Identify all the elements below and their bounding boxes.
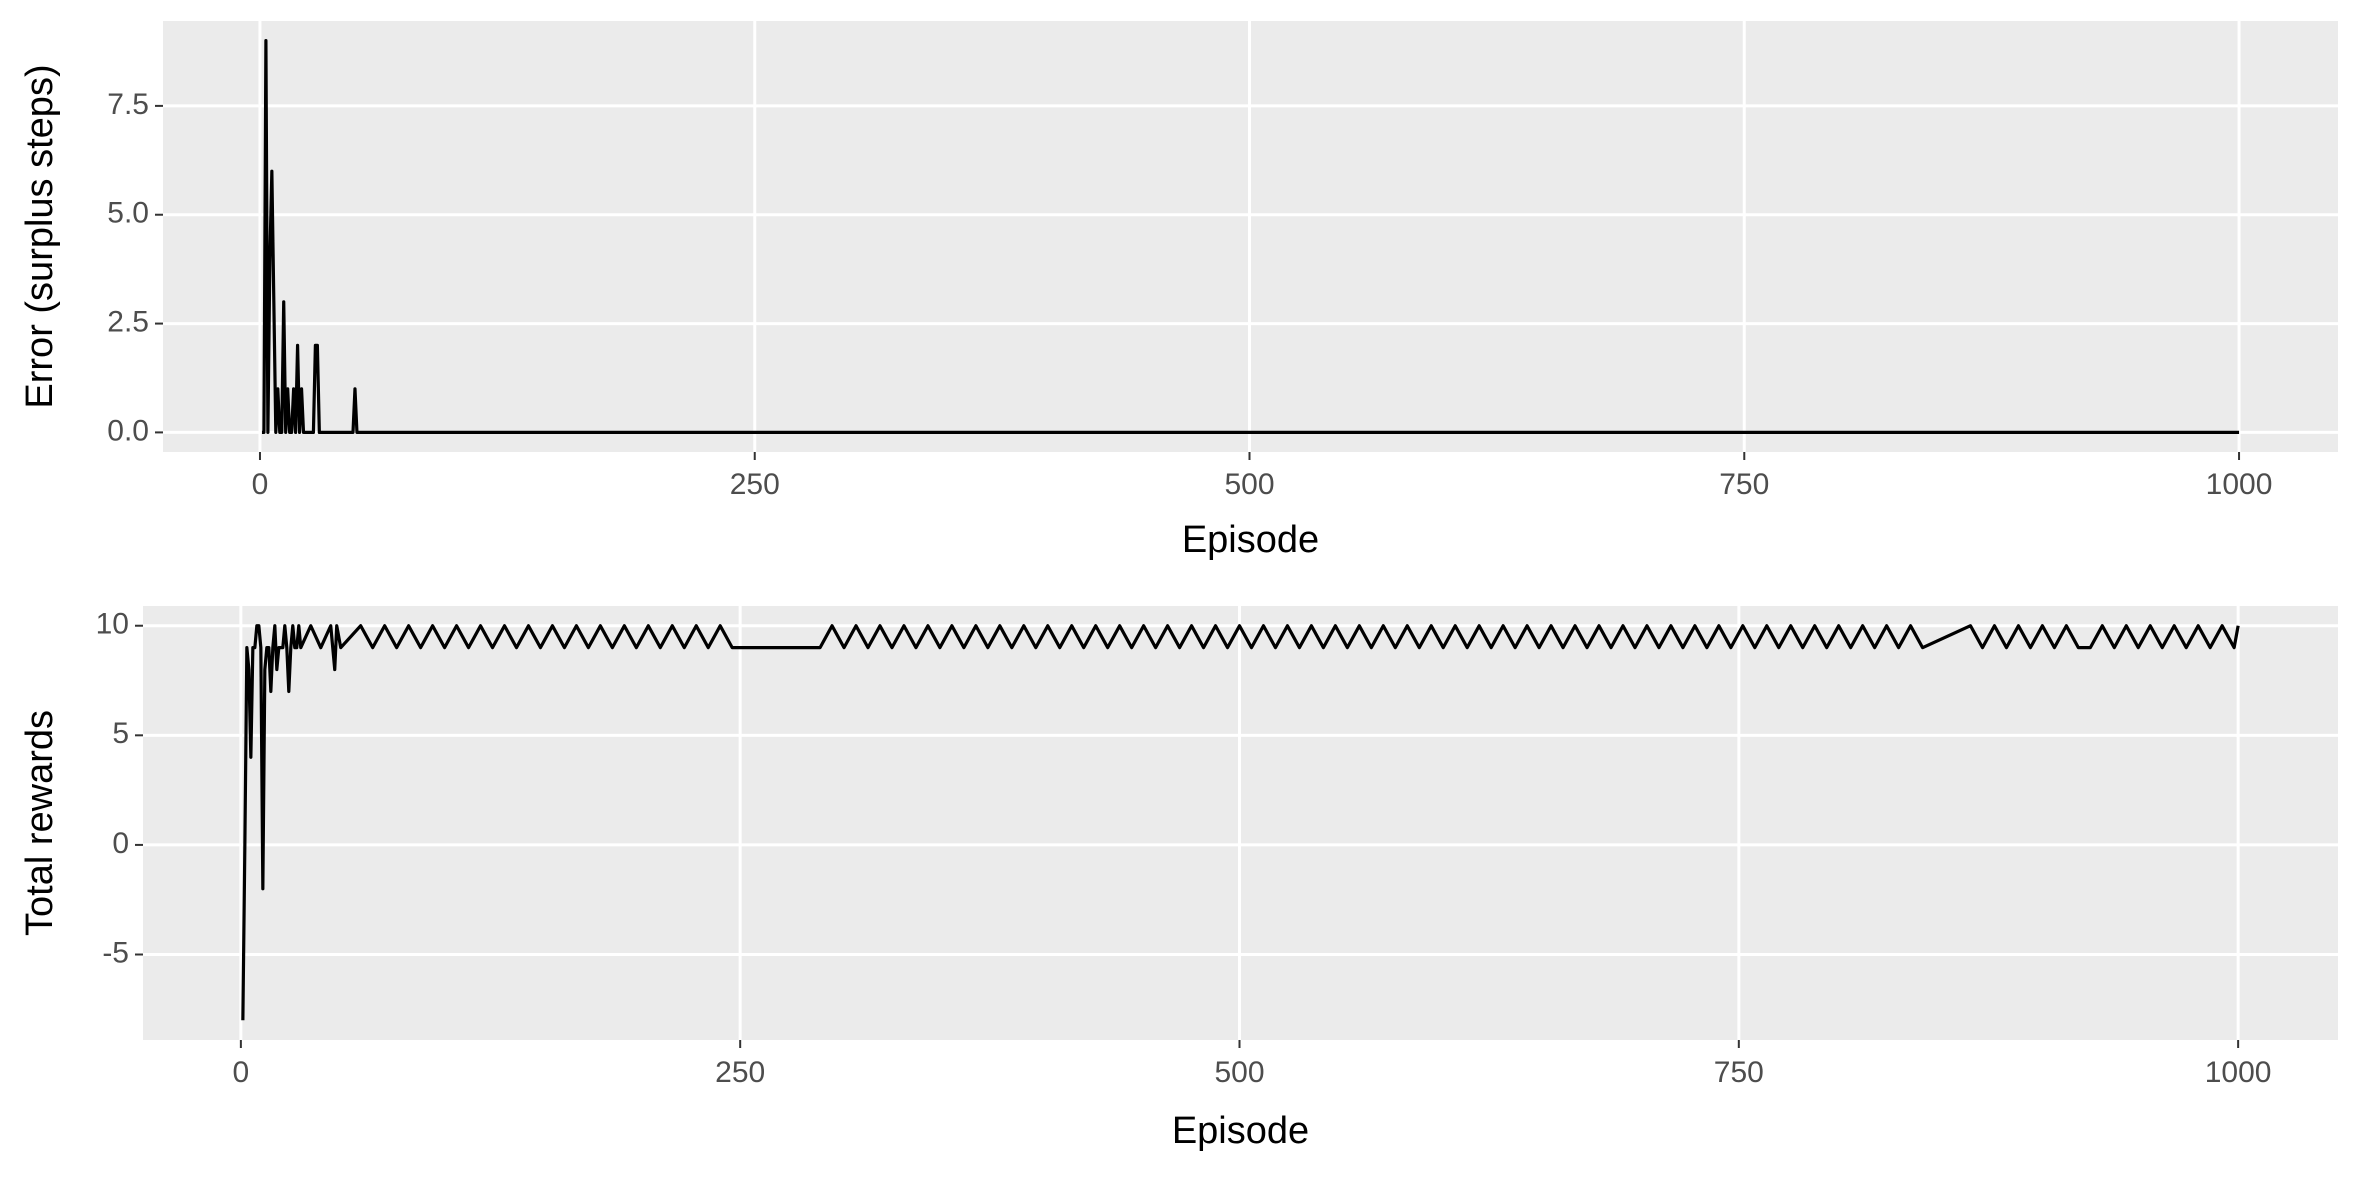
x-tick-label: 0 — [252, 468, 269, 501]
x-tick-label: 750 — [1719, 468, 1769, 501]
y-tick-label: 5 — [112, 717, 129, 750]
y-axis-title: Error (surplus steps) — [19, 64, 61, 408]
y-tick-label: 10 — [96, 608, 129, 641]
data-line — [261, 38, 2240, 435]
data-line — [241, 624, 2240, 1021]
y-tick-label: 0 — [112, 827, 129, 860]
x-tick-label: 0 — [233, 1056, 250, 1089]
x-tick-label: 500 — [1224, 468, 1274, 501]
x-tick-label: 1000 — [2206, 468, 2273, 501]
x-tick-label: 250 — [730, 468, 780, 501]
x-tick-label: 750 — [1714, 1056, 1764, 1089]
x-tick-label: 250 — [715, 1056, 765, 1089]
x-axis-title: Episode — [1172, 1110, 1309, 1152]
y-tick-label: -5 — [102, 936, 129, 969]
y-axis-title: Total rewards — [19, 710, 61, 936]
y-tick-label: 0.0 — [107, 414, 149, 447]
x-tick-label: 1000 — [2205, 1056, 2272, 1089]
x-tick-label: 500 — [1214, 1056, 1264, 1089]
y-tick-label: 7.5 — [107, 88, 149, 121]
y-tick-label: 5.0 — [107, 197, 149, 230]
x-axis-title: Episode — [1182, 519, 1319, 561]
y-tick-label: 2.5 — [107, 305, 149, 338]
